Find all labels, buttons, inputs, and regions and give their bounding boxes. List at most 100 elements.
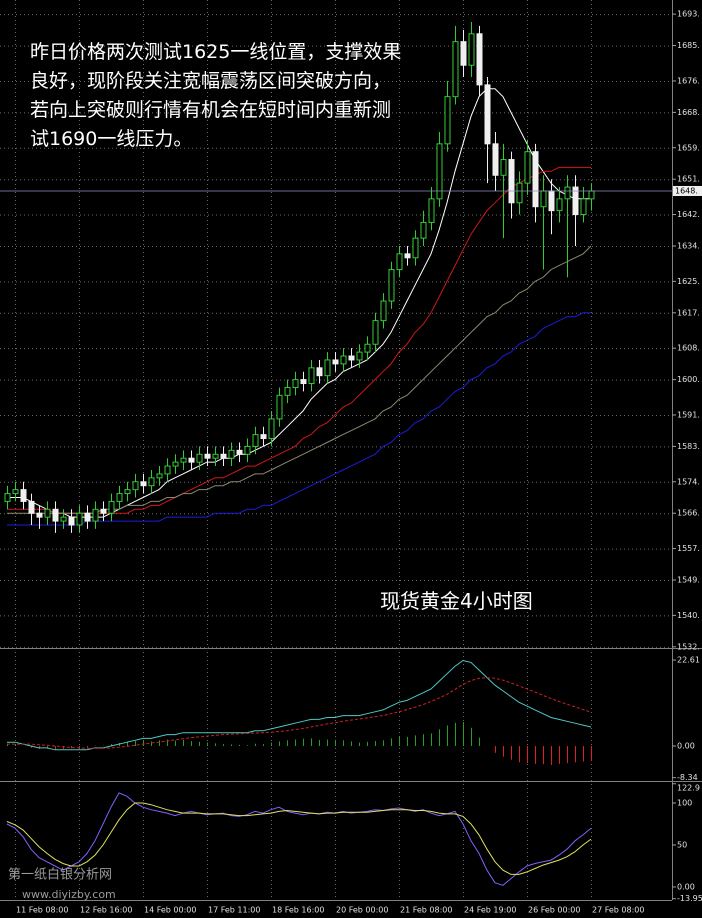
candle-body xyxy=(284,386,291,396)
histogram-bar xyxy=(303,738,304,746)
last-price-label: 1648. xyxy=(675,186,698,195)
histogram-bar xyxy=(335,740,336,746)
histogram-bar xyxy=(79,745,80,748)
line-series xyxy=(6,802,592,875)
histogram-bar xyxy=(135,741,136,746)
y-tick-label: 1600. xyxy=(677,375,700,384)
candle-body xyxy=(524,151,531,184)
histogram-bar xyxy=(559,745,560,764)
histogram-bar xyxy=(111,744,112,746)
x-tick-label: 21 Feb 08:00 xyxy=(400,906,452,915)
histogram-bar xyxy=(183,739,184,746)
y-tick-label: 50 xyxy=(677,840,687,849)
candle-body xyxy=(492,143,499,176)
candle-body xyxy=(4,493,11,502)
candle-body xyxy=(380,300,387,322)
last-price-box xyxy=(673,185,702,196)
y-tick-label: 1557. xyxy=(677,544,700,553)
histogram-bar xyxy=(63,745,64,750)
y-tick-label: 1625. xyxy=(677,277,700,286)
candle-body xyxy=(548,190,555,212)
line-series xyxy=(7,88,591,518)
note-line: 昨日价格两次测试1625一线位置，支撑效果 xyxy=(30,41,401,63)
candle-body xyxy=(268,418,275,440)
x-tick-label: 20 Feb 00:00 xyxy=(336,906,388,915)
candle-body xyxy=(588,190,595,200)
candle-body xyxy=(28,500,35,514)
candle-body xyxy=(140,481,147,487)
candle-body xyxy=(444,96,451,145)
candle-body xyxy=(396,253,403,271)
histogram-bar xyxy=(471,727,472,746)
candle-body xyxy=(348,355,355,361)
candle-body xyxy=(52,508,59,522)
line-series xyxy=(7,659,592,751)
candle-body xyxy=(308,367,315,385)
candle-body xyxy=(20,489,27,502)
candle-body xyxy=(580,198,587,216)
histogram-bar xyxy=(455,722,456,746)
histogram-bar xyxy=(535,745,536,764)
histogram-bar xyxy=(511,745,512,760)
candle-body xyxy=(180,457,187,463)
y-tick-label: 1608. xyxy=(677,344,700,353)
histogram-bar xyxy=(367,741,368,746)
y-tick-label: 1591. xyxy=(677,410,700,419)
histogram-bar xyxy=(327,739,328,746)
candle-body xyxy=(452,41,459,98)
candle-body xyxy=(12,489,19,495)
histogram-bar xyxy=(431,733,432,746)
y-tick-label: 100 xyxy=(677,798,692,807)
histogram-bar xyxy=(287,740,288,746)
histogram-bar xyxy=(375,741,376,746)
candle-body xyxy=(116,493,123,502)
x-tick-label: 12 Feb 16:00 xyxy=(80,906,132,915)
candle-body xyxy=(476,33,483,86)
candle-body xyxy=(92,508,99,522)
y-tick-label: -13.95 xyxy=(677,894,702,903)
y-tick-label: 1574. xyxy=(677,477,700,486)
watermark: 第一纸白银分析网 xyxy=(8,867,112,883)
line-series xyxy=(7,245,592,514)
candle-body xyxy=(76,512,83,526)
candle-body xyxy=(44,508,51,518)
histogram-bar xyxy=(127,741,128,746)
y-tick-label: 1685. xyxy=(677,41,700,50)
y-tick-label: 1540. xyxy=(677,611,700,620)
candle-body xyxy=(156,473,163,479)
candle-body xyxy=(108,500,115,514)
candle-body xyxy=(124,489,131,495)
histogram-bar xyxy=(247,745,248,746)
candle-body xyxy=(316,367,323,377)
histogram-bar xyxy=(415,735,416,746)
candle-body xyxy=(364,343,371,353)
histogram-bar xyxy=(383,740,384,746)
histogram-bar xyxy=(551,745,552,765)
candle-body xyxy=(252,434,259,447)
histogram-bar xyxy=(263,744,264,746)
x-tick-label: 14 Feb 00:00 xyxy=(144,906,196,915)
candle-body xyxy=(324,359,331,377)
histogram-bar xyxy=(343,740,344,746)
line-series xyxy=(7,677,592,749)
histogram-bar xyxy=(199,741,200,746)
histogram-bar xyxy=(167,739,168,746)
candle-body xyxy=(148,477,155,487)
y-tick-label: 1693. xyxy=(677,10,700,19)
candle-body xyxy=(436,143,443,200)
candle-body xyxy=(372,320,379,345)
candle-body xyxy=(276,394,283,420)
y-tick-label: 1676. xyxy=(677,76,700,85)
watermark: www.diyizby.com xyxy=(22,888,116,901)
candle-body xyxy=(572,186,579,216)
histogram-bar xyxy=(175,740,176,746)
candle-body xyxy=(188,457,195,463)
line-series xyxy=(6,792,592,886)
candle-body xyxy=(68,516,75,526)
histogram-bar xyxy=(567,745,568,764)
histogram-bar xyxy=(543,745,544,765)
chart-label: 现货黄金4小时图 xyxy=(380,589,533,613)
histogram-bar xyxy=(231,744,232,746)
